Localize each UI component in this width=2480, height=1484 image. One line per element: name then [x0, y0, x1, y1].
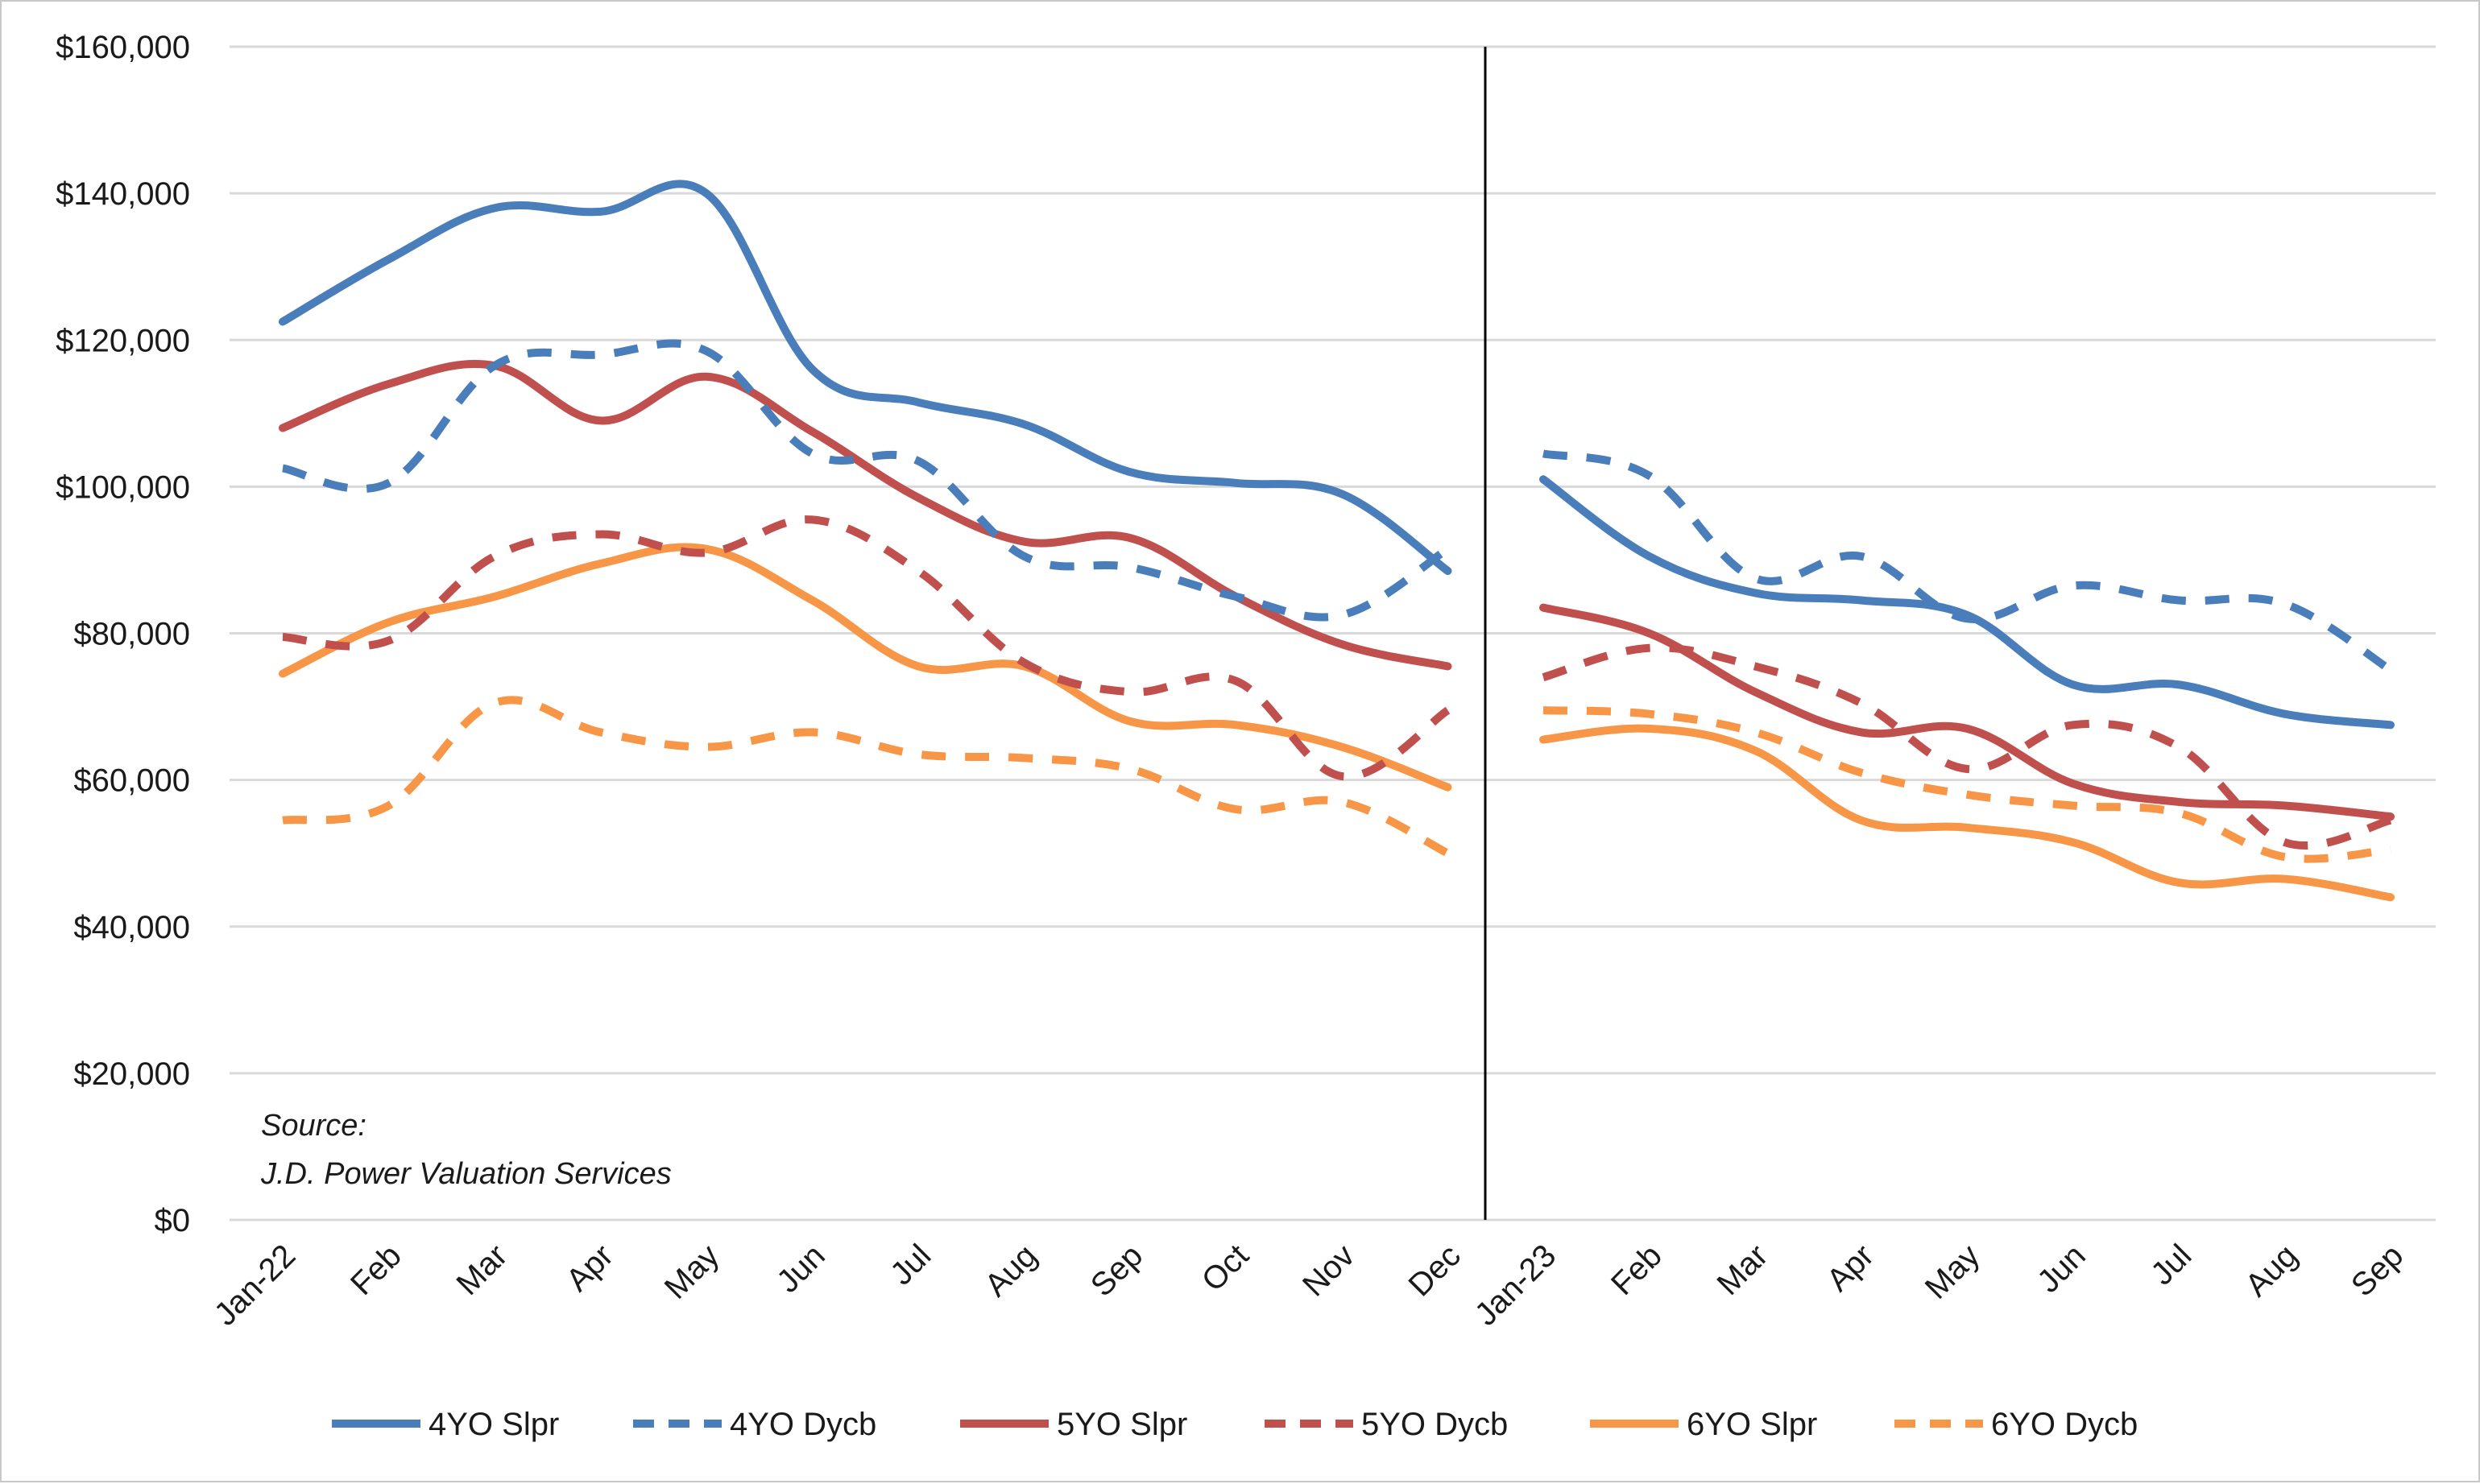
y-tick-label: $20,000	[73, 1056, 190, 1092]
y-tick-label: $40,000	[73, 910, 190, 945]
series-line-5yo-slpr-seg2	[1539, 603, 2395, 821]
legend-label-5yo-dycb: 5YO Dycb	[1361, 1407, 1508, 1442]
legend-label-4yo-slpr: 4YO Slpr	[429, 1407, 559, 1442]
x-tick-label: May	[1919, 1238, 1987, 1306]
x-tick-label: Jun	[770, 1238, 832, 1300]
x-tick-label: Sep	[2345, 1238, 2410, 1303]
x-tick-label: Nov	[1296, 1238, 1361, 1303]
x-tick-label: May	[658, 1238, 727, 1306]
x-tick-label: Mar	[1711, 1238, 1775, 1302]
x-tick-label: Sep	[1084, 1238, 1149, 1303]
series-line-5yo-slpr-seg1	[279, 359, 1452, 671]
series-line-4yo-slpr-seg1	[279, 180, 1452, 576]
x-tick-label: Feb	[344, 1238, 408, 1302]
series-line-6yo-dycb-seg2	[1542, 706, 2391, 863]
series-line-4yo-slpr-seg2	[1539, 475, 2395, 730]
series-line-6yo-slpr-seg1	[279, 543, 1452, 792]
y-tick-label: $120,000	[56, 323, 190, 358]
series-line-5yo-dycb-seg2	[1542, 643, 2392, 849]
x-tick-label: Jan-23	[1468, 1238, 1563, 1333]
y-tick-label: $0	[155, 1203, 191, 1238]
legend-label-5yo-slpr: 5YO Slpr	[1057, 1407, 1187, 1442]
x-tick-label: Apr	[1820, 1238, 1881, 1298]
source-label: Source:	[261, 1109, 366, 1143]
x-tick-label: Apr	[560, 1238, 620, 1298]
legend: 4YO Slpr 4YO Dycb 5YO Slpr 5YO Dycb 6YO Slpr…	[332, 1407, 2138, 1442]
source-name: J.D. Power Valuation Services	[260, 1157, 672, 1191]
x-tick-label: Feb	[1604, 1238, 1669, 1302]
y-tick-label: $100,000	[56, 469, 190, 505]
x-tick-label: Aug	[978, 1238, 1043, 1303]
x-tick-label: Jul	[884, 1238, 938, 1292]
series-line-6yo-slpr-seg2	[1539, 724, 2395, 902]
x-tick-label: Mar	[450, 1238, 515, 1302]
legend-label-6yo-slpr: 6YO Slpr	[1687, 1407, 1817, 1442]
x-tick-label: Aug	[2238, 1238, 2304, 1303]
x-tick-label: Jan-22	[208, 1238, 303, 1333]
legend-label-6yo-dycb: 6YO Dycb	[1991, 1407, 2138, 1442]
series-line-6yo-dycb-seg1	[282, 696, 1450, 858]
y-tick-label: $140,000	[56, 176, 190, 212]
y-tick-label: $160,000	[56, 30, 190, 65]
x-axis: Jan-22 Feb Mar Apr May Jun Jul Aug Sep Oct Nov Dec J…	[208, 1238, 2411, 1333]
source-annotation: Source: J.D. Power Valuation Services	[260, 1109, 672, 1191]
y-tick-label: $80,000	[73, 617, 190, 652]
series-lines	[279, 180, 2395, 902]
x-tick-label: Dec	[1401, 1238, 1467, 1303]
x-tick-label: Jun	[2031, 1238, 2093, 1300]
y-axis: $0 $20,000 $40,000 $60,000 $80,000 $100,000 $1…	[56, 30, 190, 1238]
series-line-5yo-dycb-seg1	[282, 515, 1451, 781]
x-tick-label: Oct	[1195, 1238, 1256, 1298]
series-line-4yo-dycb-seg1	[282, 339, 1451, 622]
legend-label-4yo-dycb: 4YO Dycb	[730, 1407, 876, 1442]
x-tick-label: Jul	[2144, 1238, 2198, 1292]
gridlines	[230, 45, 2436, 1222]
y-tick-label: $60,000	[73, 763, 190, 799]
